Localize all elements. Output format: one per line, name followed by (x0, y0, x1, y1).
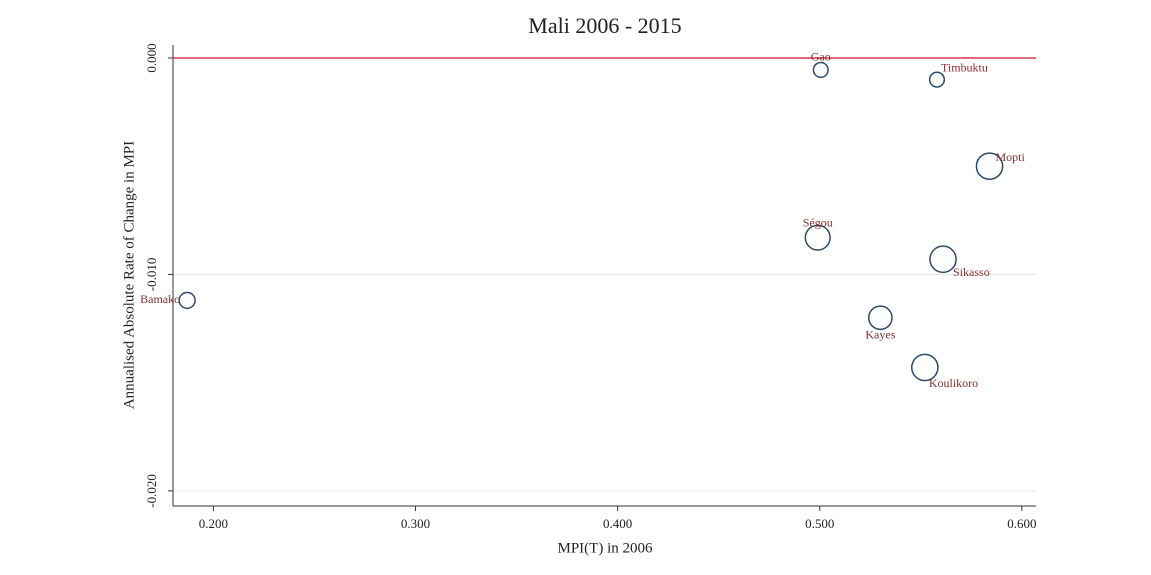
x-tick-label: 0.400 (603, 516, 632, 531)
point-label: Gao (811, 50, 831, 64)
point-label: Mopti (996, 150, 1026, 164)
bubble (929, 245, 957, 274)
x-tick-label: 0.500 (805, 516, 834, 531)
bubble (928, 71, 946, 88)
y-tick-label: -0.010 (144, 258, 159, 292)
y-tick-label: 0.000 (144, 43, 159, 72)
bubble (812, 61, 829, 78)
point-label: Kayes (865, 327, 895, 341)
y-axis-label: Annualised Absolute Rate of Change in MP… (121, 141, 137, 409)
bubble (804, 224, 831, 251)
bubble (910, 353, 939, 382)
point-label: Sikasso (953, 265, 990, 279)
x-axis-label: MPI(T) in 2006 (558, 540, 653, 556)
bubble (867, 305, 893, 331)
point-label: Timbuktu (941, 60, 988, 74)
point-label: Ségou (803, 215, 833, 229)
bubble (178, 291, 196, 310)
bubble (975, 152, 1004, 181)
x-tick-label: 0.300 (401, 516, 430, 531)
x-tick-label: 0.600 (1007, 516, 1036, 531)
y-tick-label: -0.020 (144, 474, 159, 508)
x-tick-label: 0.200 (199, 516, 228, 531)
chart-title: Mali 2006 - 2015 (528, 13, 681, 38)
point-label: Bamako (140, 292, 180, 306)
point-label: Koulikoro (929, 376, 978, 390)
